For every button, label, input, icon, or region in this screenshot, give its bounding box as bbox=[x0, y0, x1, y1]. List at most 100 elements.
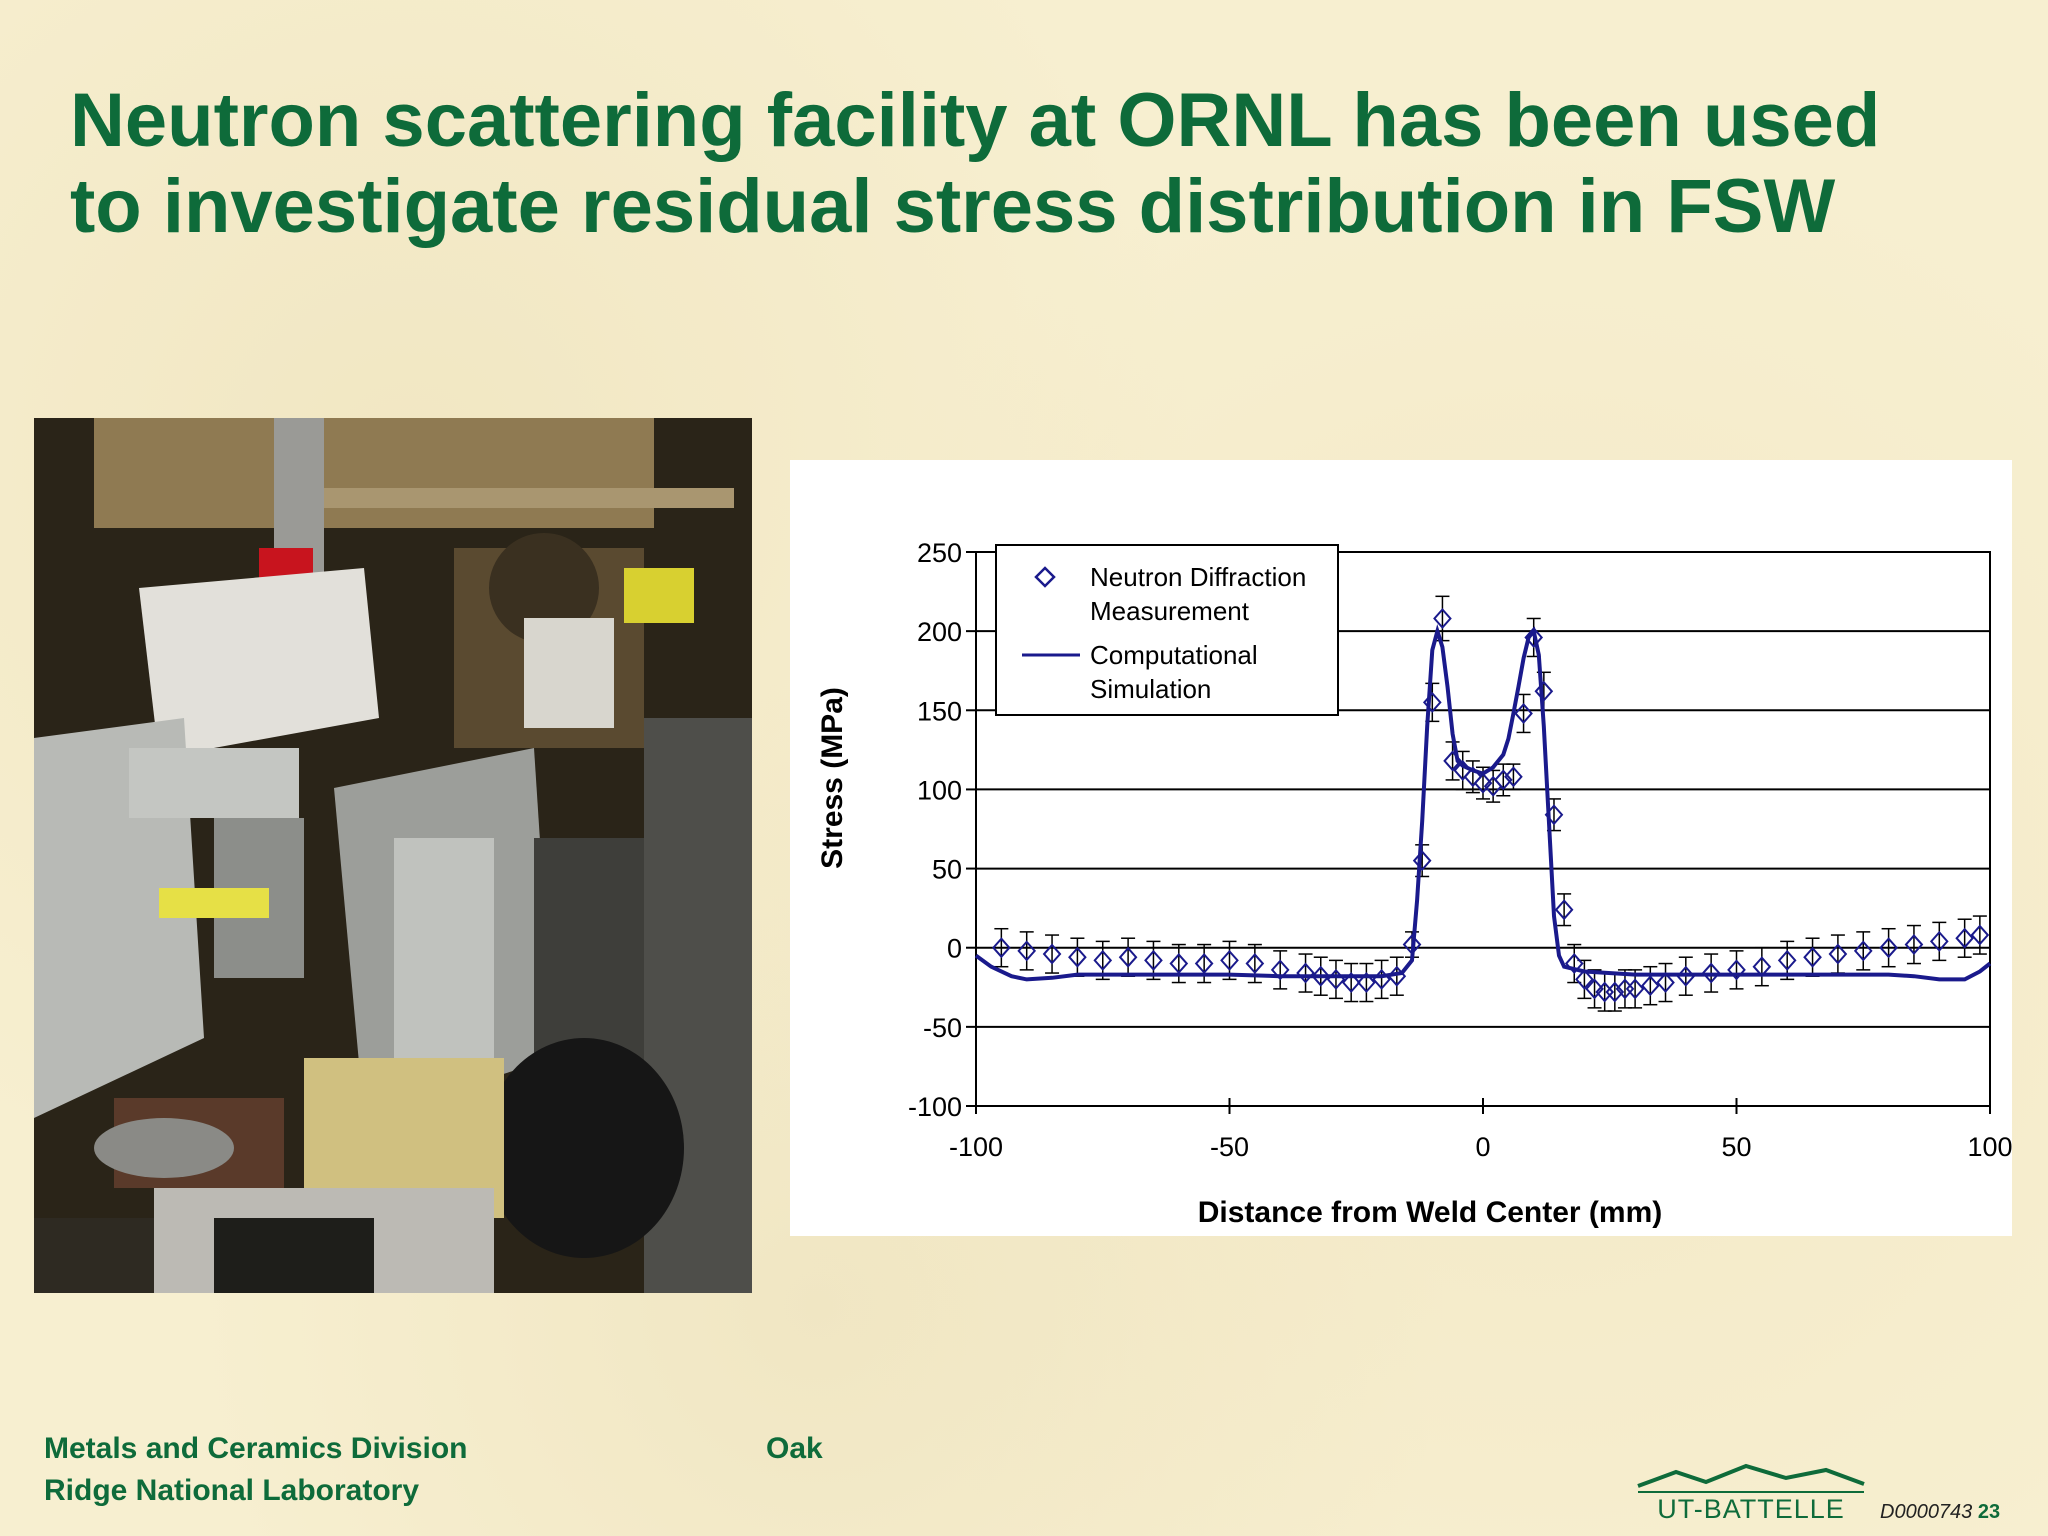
measurement-diamond-icon bbox=[1412, 850, 1432, 872]
measurement-diamond-icon bbox=[1473, 772, 1493, 794]
error-bar bbox=[1881, 927, 1896, 968]
measurement-diamond-icon bbox=[1093, 949, 1113, 971]
measurement-diamond-icon bbox=[1245, 953, 1265, 975]
error-bar bbox=[1273, 950, 1288, 990]
legend-label-simulation-1: Computational bbox=[1090, 640, 1258, 670]
title-line-1: Neutron scattering facility at ORNL has … bbox=[70, 78, 1881, 163]
error-bar bbox=[1972, 915, 1987, 955]
measurement-diamond-icon bbox=[1357, 972, 1376, 994]
x-tick-label: 50 bbox=[1721, 1132, 1751, 1162]
measurement-diamond-icon bbox=[1296, 962, 1315, 984]
stress-distribution-chart: -100 -50 0 50 100 250 200 150 100 50 0 -50 -100 Dis… bbox=[790, 460, 2013, 1236]
measurement-diamond-icon bbox=[1144, 949, 1163, 971]
x-axis-ticks: -100 -50 0 50 100 bbox=[949, 1098, 2013, 1162]
footer-division-line-1: Metals and Ceramics Division bbox=[44, 1432, 468, 1465]
y-tick-label: 250 bbox=[917, 538, 962, 568]
legend-label-simulation-2: Simulation bbox=[1090, 674, 1211, 704]
error-bar bbox=[1557, 893, 1572, 927]
error-bar bbox=[1658, 962, 1673, 1003]
error-bar bbox=[1830, 934, 1845, 974]
footer-oak: Oak bbox=[766, 1432, 823, 1465]
footer-division-line-2: Ridge National Laboratory bbox=[44, 1474, 420, 1507]
measurement-diamond-icon bbox=[1955, 927, 1974, 949]
page-title: Neutron scattering facility at ORNL has … bbox=[70, 78, 2010, 250]
logo-text: UT-BATTELLE bbox=[1657, 1494, 1845, 1524]
measurement-diamond-icon bbox=[1575, 968, 1594, 990]
measurement-diamond-icon bbox=[1904, 934, 1924, 956]
legend-box bbox=[995, 544, 1339, 716]
measurement-diamond-icon bbox=[1656, 972, 1675, 994]
y-tick-label: -100 bbox=[908, 1092, 962, 1122]
doc-id: D0000743 bbox=[1880, 1501, 1973, 1523]
measurement-diamond-icon bbox=[1828, 943, 1848, 965]
measurement-diamond-icon bbox=[1017, 940, 1037, 962]
measurement-diamond-icon bbox=[1042, 943, 1062, 965]
measurement-diamond-icon bbox=[1803, 946, 1822, 968]
measurement-diamond-icon bbox=[1564, 953, 1584, 975]
error-bar bbox=[1070, 937, 1085, 977]
footer-division: Metals and Ceramics Division Ridge Natio… bbox=[44, 1428, 468, 1512]
measurement-diamond-icon bbox=[1554, 899, 1574, 921]
measurement-diamond-icon bbox=[1311, 965, 1331, 987]
y-tick-label: 150 bbox=[917, 696, 962, 726]
y-tick-label: -50 bbox=[923, 1013, 962, 1043]
error-bar bbox=[1197, 943, 1212, 984]
legend-label-measurement-2: Measurement bbox=[1090, 596, 1250, 626]
x-tick-label: 100 bbox=[1967, 1132, 2012, 1162]
measurement-diamond-icon bbox=[1853, 940, 1873, 962]
y-tick-label: 100 bbox=[917, 775, 962, 805]
error-bar bbox=[1374, 959, 1389, 1000]
error-bar bbox=[1019, 931, 1034, 971]
error-bar bbox=[1121, 937, 1136, 977]
measurement-diamond-icon bbox=[1701, 962, 1721, 984]
chart-svg: -100 -50 0 50 100 250 200 150 100 50 0 -50 -100 Dis… bbox=[816, 538, 2013, 1229]
measurement-diamond-icon bbox=[1970, 924, 1990, 946]
measurement-diamond-icon bbox=[1514, 702, 1533, 724]
error-bar bbox=[1805, 937, 1820, 977]
measurement-diamond-icon bbox=[1433, 607, 1452, 629]
measurement-diamond-icon bbox=[1929, 930, 1949, 952]
measurement-diamond-icon bbox=[1879, 937, 1898, 959]
measurement-diamond-icon bbox=[1625, 978, 1645, 1000]
measurement-diamond-icon bbox=[1422, 691, 1442, 713]
page-number: 23 bbox=[1977, 1501, 2001, 1523]
error-bar bbox=[1516, 693, 1531, 734]
error-bar bbox=[1465, 760, 1480, 794]
error-bar bbox=[1344, 962, 1359, 1003]
y-axis-label: Stress (MPa) bbox=[816, 687, 849, 869]
x-tick-label: -50 bbox=[1210, 1132, 1249, 1162]
measurement-diamond-icon bbox=[1270, 959, 1290, 981]
measurement-diamond-icon bbox=[1605, 981, 1625, 1003]
y-tick-label: 0 bbox=[947, 934, 962, 964]
error-bar bbox=[1389, 956, 1404, 996]
ut-battelle-logo: UT-BATTELLE bbox=[1637, 1463, 1865, 1524]
error-bar bbox=[1754, 946, 1769, 987]
legend-diamond-icon bbox=[1034, 566, 1056, 588]
measurement-diamond-icon bbox=[1118, 946, 1138, 968]
legend: Neutron Diffraction Measurement Computat… bbox=[995, 544, 1339, 716]
legend-label-measurement-1: Neutron Diffraction bbox=[1090, 562, 1306, 592]
y-tick-label: 50 bbox=[932, 855, 962, 885]
measurement-diamond-icon bbox=[1169, 953, 1189, 975]
measurement-diamond-icon bbox=[1524, 626, 1544, 648]
measurement-diamond-icon bbox=[992, 937, 1011, 959]
y-axis-ticks: 250 200 150 100 50 0 -50 -100 bbox=[908, 538, 976, 1122]
photo-illustration bbox=[34, 418, 752, 1293]
measurement-diamond-icon bbox=[1640, 975, 1660, 997]
error-bar bbox=[1455, 750, 1470, 791]
error-bar bbox=[1328, 959, 1343, 1000]
measurement-diamond-icon bbox=[1504, 766, 1523, 788]
measurement-diamond-icon bbox=[1777, 949, 1797, 971]
measurement-diamond-icon bbox=[1493, 769, 1513, 791]
error-bar bbox=[994, 927, 1009, 968]
error-bar bbox=[1171, 943, 1186, 984]
error-bar bbox=[1359, 962, 1374, 1003]
error-bar bbox=[1298, 953, 1313, 993]
measurement-diamond-icon bbox=[1727, 959, 1746, 981]
x-tick-label: 0 bbox=[1475, 1132, 1490, 1162]
error-bar bbox=[1643, 965, 1658, 1006]
error-bar bbox=[1932, 921, 1947, 962]
measurement-diamond-icon bbox=[1068, 946, 1087, 968]
error-bar bbox=[1045, 934, 1060, 974]
simulation-series-line bbox=[974, 623, 1992, 982]
